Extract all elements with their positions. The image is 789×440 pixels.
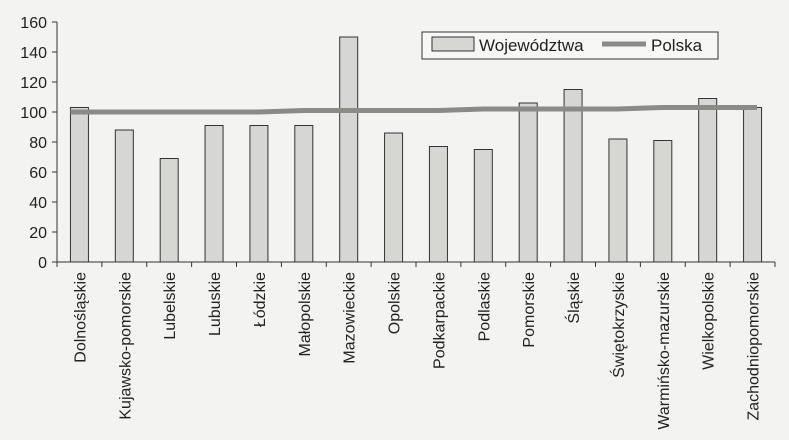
bar-malopolskie — [294, 125, 314, 263]
bar-pomorskie — [518, 102, 538, 263]
y-tick-label: 160 — [20, 15, 47, 32]
x-tick-label-warminsko-mazurskie: Warmińsko-mazurskie — [656, 272, 673, 430]
x-tick-label-mazowieckie: Mazowieckie — [342, 272, 359, 364]
bar-lodzkie — [249, 125, 269, 263]
legend-swatch-wojewodztwa — [431, 36, 475, 52]
y-tick-label: 140 — [20, 45, 47, 62]
x-tick-labels: Dolnośląskie Kujawsko-pomorskie Lubelskie L… — [72, 272, 762, 430]
line-polska — [70, 105, 757, 115]
bar-kujawsko-pomorskie — [114, 129, 134, 263]
bar-warminsko-mazurskie — [653, 140, 673, 263]
y-tick-label: 0 — [38, 255, 47, 272]
x-tick-label-dolnoslaskie: Dolnośląskie — [72, 272, 89, 363]
line-series — [70, 105, 757, 115]
bar-opolskie — [384, 132, 404, 263]
bar-swietokrzyskie — [608, 138, 628, 263]
bar-lubelskie — [159, 158, 179, 263]
legend-label-wojewodztwa: Województwa — [479, 36, 584, 55]
y-tick-label: 40 — [29, 195, 47, 212]
x-tick-label-pomorskie: Pomorskie — [521, 272, 538, 348]
bar-mazowieckie — [339, 36, 359, 263]
y-tick-label: 80 — [29, 135, 47, 152]
y-tick-label: 100 — [20, 105, 47, 122]
x-tick-label-slaskie: Śląskie — [564, 272, 583, 324]
x-tick-label-kujawsko-pomorskie: Kujawsko-pomorskie — [117, 272, 134, 420]
x-tick-label-zachodniopomorskie: Zachodniopomorskie — [746, 272, 763, 421]
bars — [69, 36, 763, 263]
y-tick-label: 60 — [29, 165, 47, 182]
bar-podlaskie — [473, 149, 493, 263]
x-tick-label-lodzkie: Łódzkie — [252, 272, 269, 327]
bar-lubuskie — [204, 125, 224, 263]
bar-wielkopolskie — [698, 98, 718, 263]
bar-slaskie — [563, 89, 583, 263]
legend-label-polska: Polska — [651, 36, 703, 55]
x-tick-label-podlaskie: Podlaskie — [476, 272, 493, 341]
x-tick-label-wielkopolskie: Wielkopolskie — [701, 272, 718, 370]
x-tick-label-lubelskie: Lubelskie — [162, 272, 179, 340]
bar-zachodniopomorskie — [743, 107, 763, 263]
legend: Województwa Polska — [421, 31, 719, 60]
y-tick-labels: 0 20 40 60 80 100 120 140 160 — [20, 15, 47, 272]
bar-podkarpackie — [428, 146, 448, 263]
y-tick-label: 120 — [20, 75, 47, 92]
x-tick-label-opolskie: Opolskie — [387, 272, 404, 334]
x-tick-label-podkarpackie: Podkarpackie — [431, 272, 448, 369]
x-tick-label-lubuskie: Lubuskie — [207, 272, 224, 336]
x-tick-label-malopolskie: Małopolskie — [297, 272, 314, 357]
y-tick-label: 20 — [29, 225, 47, 242]
bar-dolnoslaskie — [69, 107, 89, 263]
x-tick-label-swietokrzyskie: Świętokrzyskie — [609, 272, 628, 378]
